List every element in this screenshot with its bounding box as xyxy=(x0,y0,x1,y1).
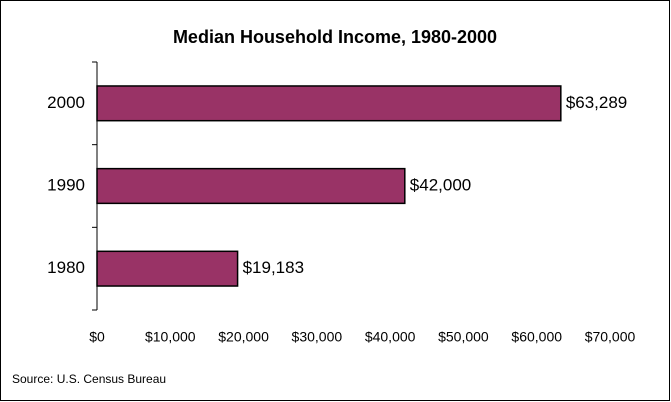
data-label: $63,289 xyxy=(566,93,627,112)
y-tick-label: 1980 xyxy=(47,258,85,277)
x-tick-label: $20,000 xyxy=(218,329,269,345)
x-tick-label: $40,000 xyxy=(365,329,416,345)
data-label: $42,000 xyxy=(410,175,471,194)
x-tick-label: $30,000 xyxy=(292,329,343,345)
y-tick-label: 1990 xyxy=(47,175,85,194)
data-label: $19,183 xyxy=(243,258,304,277)
bar xyxy=(96,167,406,205)
source-note: Source: U.S. Census Bureau xyxy=(12,372,166,386)
x-tick-label: $70,000 xyxy=(585,329,636,345)
x-tick-label: $10,000 xyxy=(145,329,196,345)
chart-title: Median Household Income, 1980-2000 xyxy=(173,27,497,47)
x-tick-label: $60,000 xyxy=(511,329,562,345)
x-tick-label: $0 xyxy=(89,329,105,345)
x-tick-label: $50,000 xyxy=(438,329,489,345)
y-tick-label: 2000 xyxy=(47,93,85,112)
bar xyxy=(96,250,239,287)
bar xyxy=(96,85,562,122)
